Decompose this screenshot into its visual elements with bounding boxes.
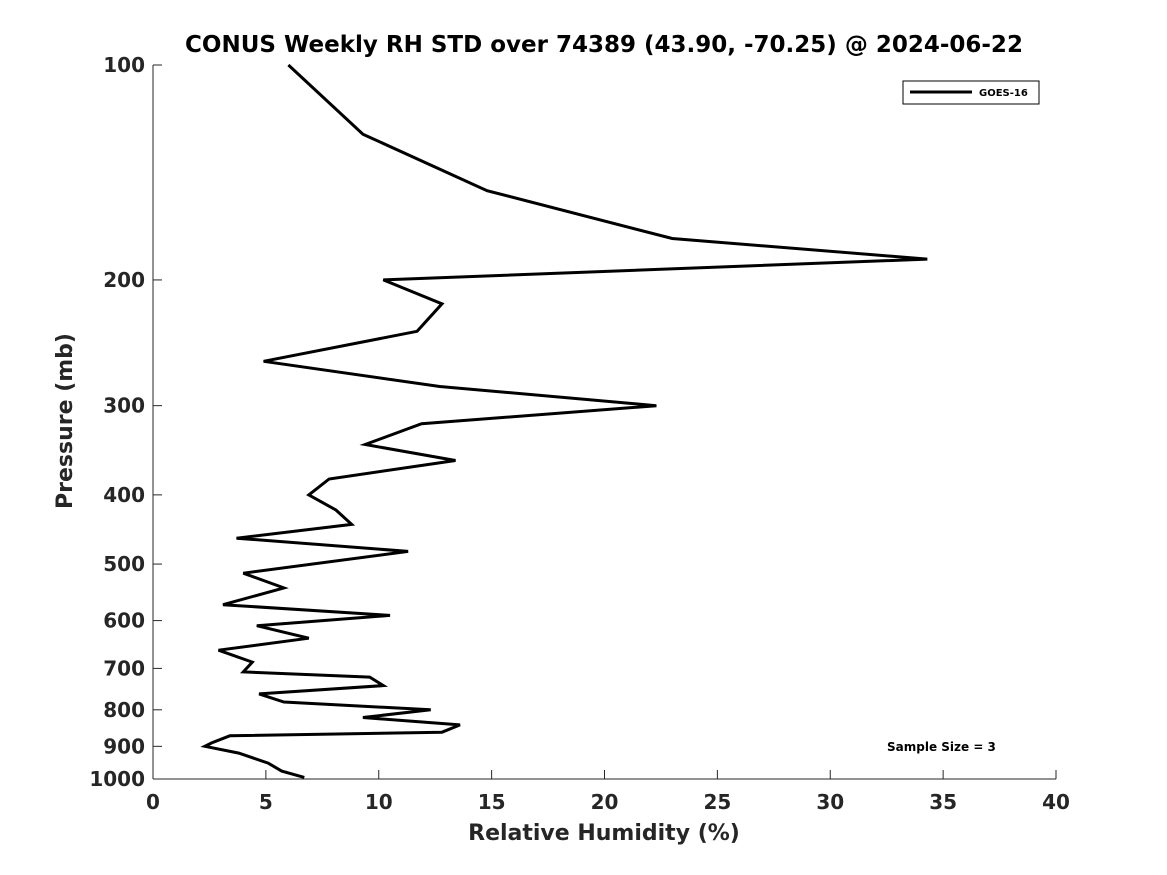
- x-tick-label: 35: [929, 790, 957, 814]
- x-tick-label: 25: [703, 790, 731, 814]
- x-tick-label: 40: [1042, 790, 1070, 814]
- sample-size-annotation: Sample Size = 3: [887, 740, 996, 754]
- x-tick-label: 20: [591, 790, 619, 814]
- x-axis-ticks: 0 5 10 15 20 25 30 35 40: [146, 770, 1070, 814]
- y-tick-label: 100: [103, 53, 145, 77]
- x-axis-label: Relative Humidity (%): [468, 821, 740, 846]
- y-tick-label: 300: [103, 394, 145, 418]
- x-tick-label: 10: [365, 790, 393, 814]
- y-tick-label: 1000: [89, 767, 145, 791]
- y-tick-label: 200: [103, 268, 145, 292]
- y-tick-label: 800: [103, 698, 145, 722]
- y-tick-label: 500: [103, 552, 145, 576]
- y-tick-label: 600: [103, 609, 145, 633]
- legend-label-goes16: GOES-16: [979, 88, 1028, 99]
- y-tick-label: 400: [103, 483, 145, 507]
- plot-axes: [152, 65, 1056, 780]
- x-tick-label: 5: [259, 790, 273, 814]
- y-axis-ticks: 100 200 300 400 500 600 700 800 900 1000: [89, 53, 162, 791]
- x-tick-label: 30: [816, 790, 844, 814]
- legend: GOES-16: [902, 80, 1040, 105]
- x-tick-label: 0: [146, 790, 160, 814]
- data-series: [200, 63, 928, 779]
- x-tick-label: 15: [478, 790, 506, 814]
- y-axis-label: Pressure (mb): [53, 333, 78, 509]
- y-tick-label: 900: [103, 734, 145, 758]
- y-tick-label: 700: [103, 656, 145, 680]
- series-line-goes16: [200, 63, 928, 779]
- chart-title: CONUS Weekly RH STD over 74389 (43.90, -…: [185, 32, 1023, 58]
